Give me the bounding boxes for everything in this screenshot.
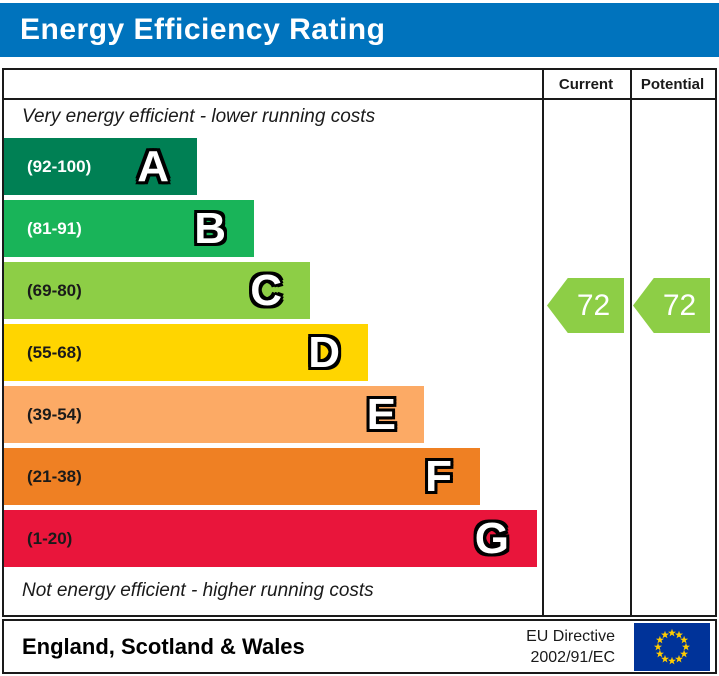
bottom-caption: Not energy efficient - higher running co… (22, 580, 374, 601)
band-row-c: (69-80) C (4, 262, 310, 319)
band-range-label: (39-54) (27, 404, 82, 424)
band-range-label: (21-38) (27, 466, 82, 486)
table-header-row (4, 70, 715, 100)
band-row-f: (21-38) F (4, 448, 480, 505)
band-range-label: (55-68) (27, 342, 82, 362)
band-row-a: (92-100) A (4, 138, 197, 195)
band-row-d: (55-68) D (4, 324, 368, 381)
band-row-e: (39-54) E (4, 386, 424, 443)
footer-bar: England, Scotland & Wales EU Directive 2… (2, 619, 717, 674)
eu-directive-line1: EU Directive (526, 627, 615, 645)
band-range-label: (69-80) (27, 280, 82, 300)
band-letter: A (137, 141, 169, 191)
band-letter: E (366, 389, 396, 439)
band-row-b: (81-91) B (4, 200, 254, 257)
page-title: Energy Efficiency Rating (20, 13, 386, 46)
band-row-g: (1-20) G (4, 510, 537, 567)
current-column-header: Current (558, 75, 614, 93)
eu-directive-line2: 2002/91/EC (530, 648, 615, 666)
band-letter: G (474, 513, 509, 563)
potential-column-header: Potential (640, 75, 705, 93)
potential-column-divider (630, 70, 632, 615)
current-rating-arrow: 72 (547, 278, 624, 333)
region-label: England, Scotland & Wales (22, 633, 305, 659)
band-letter: C (250, 265, 282, 315)
band-letter: F (425, 451, 452, 501)
top-caption: Very energy efficient - lower running co… (22, 106, 376, 127)
current-rating-value: 72 (576, 288, 611, 322)
band-letter: B (194, 203, 226, 253)
potential-rating-arrow: 72 (633, 278, 710, 333)
band-range-label: (92-100) (27, 156, 92, 176)
band-range-label: (1-20) (27, 528, 73, 548)
band-range-label: (81-91) (27, 218, 82, 238)
eu-directive-label: EU Directive 2002/91/EC (526, 626, 615, 668)
band-letter: D (308, 327, 340, 377)
current-column-divider (542, 70, 544, 615)
eu-flag-icon (634, 622, 710, 671)
potential-rating-value: 72 (662, 288, 697, 322)
title-bar: Energy Efficiency Rating (0, 3, 719, 57)
rating-table: Current Potential Very energy efficient … (2, 68, 717, 617)
